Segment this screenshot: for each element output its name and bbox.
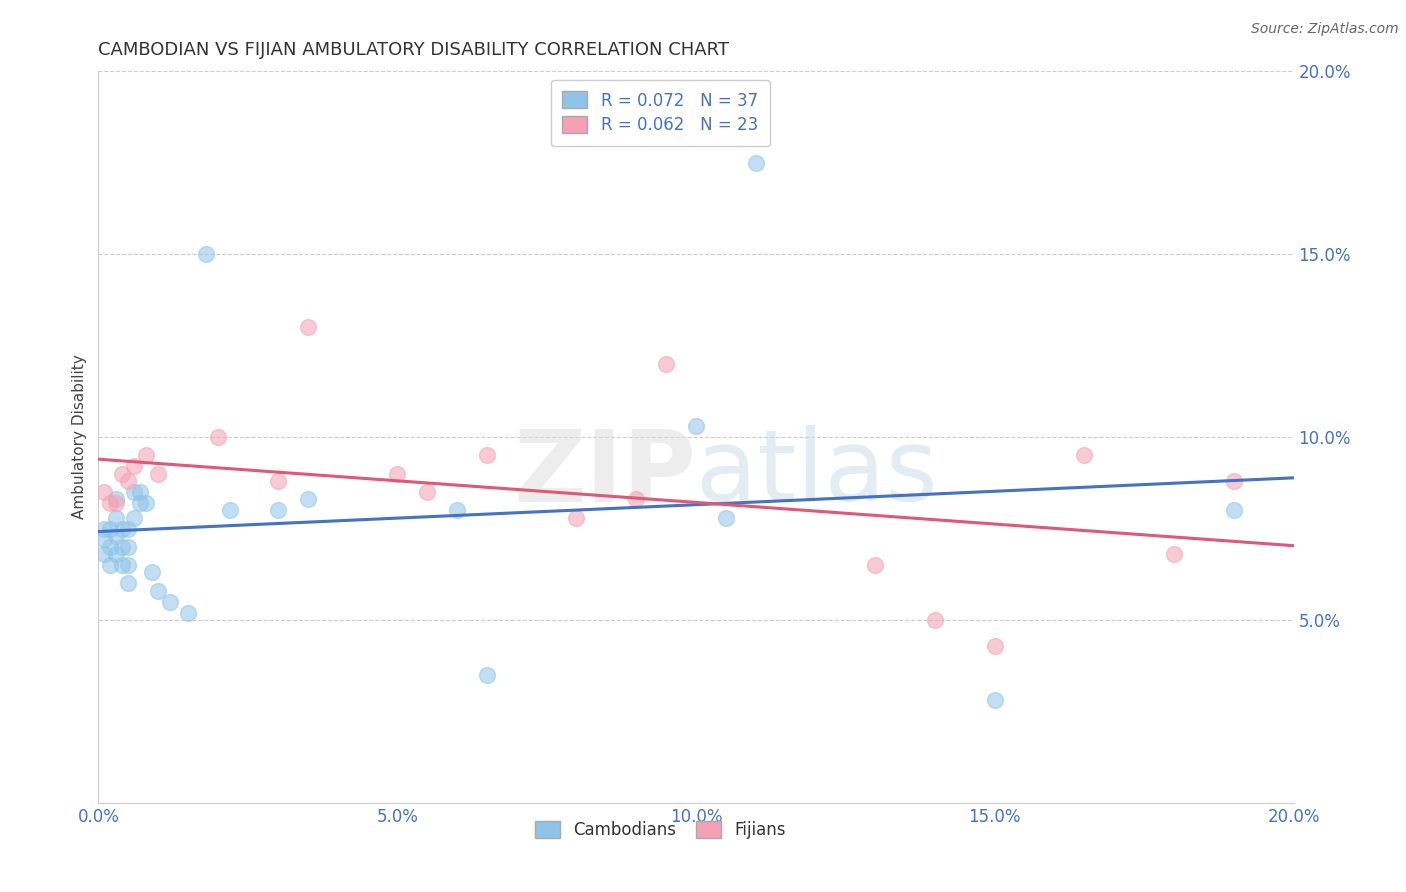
Point: [98, 496, 122, 510]
Point: [565, 510, 588, 524]
Point: [111, 558, 134, 573]
Text: ZIP: ZIP: [513, 425, 696, 522]
Point: [135, 448, 157, 462]
Point: [98, 521, 122, 535]
Point: [416, 485, 439, 500]
Point: [98, 558, 122, 573]
Point: [1223, 503, 1246, 517]
Point: [93, 485, 115, 500]
Point: [111, 521, 134, 535]
Point: [117, 558, 139, 573]
Point: [924, 613, 946, 627]
Point: [297, 492, 319, 507]
Text: CAMBODIAN VS FIJIAN AMBULATORY DISABILITY CORRELATION CHART: CAMBODIAN VS FIJIAN AMBULATORY DISABILIT…: [98, 41, 730, 59]
Point: [1223, 474, 1246, 488]
Point: [745, 156, 768, 170]
Point: [111, 540, 134, 554]
Point: [148, 467, 170, 481]
Point: [117, 576, 139, 591]
Point: [124, 510, 146, 524]
Point: [129, 496, 152, 510]
Point: [297, 320, 319, 334]
Point: [475, 448, 498, 462]
Point: [135, 496, 157, 510]
Point: [1163, 547, 1185, 561]
Point: [626, 492, 648, 507]
Point: [93, 533, 115, 547]
Point: [98, 540, 122, 554]
Point: [93, 547, 115, 561]
Point: [195, 247, 218, 261]
Point: [93, 521, 115, 535]
Y-axis label: Ambulatory Disability: Ambulatory Disability: [72, 355, 87, 519]
Point: [219, 503, 242, 517]
Point: [111, 467, 134, 481]
Point: [129, 485, 152, 500]
Point: [148, 583, 170, 598]
Point: [267, 503, 290, 517]
Point: [105, 547, 128, 561]
Point: [865, 558, 887, 573]
Point: [105, 496, 128, 510]
Point: [141, 566, 163, 580]
Point: [105, 510, 128, 524]
Point: [105, 529, 128, 543]
Point: [117, 521, 139, 535]
Legend: Cambodians, Fijians: Cambodians, Fijians: [527, 814, 793, 846]
Point: [984, 693, 1007, 707]
Point: [124, 459, 146, 474]
Point: [655, 357, 678, 371]
Point: [159, 594, 181, 608]
Point: [177, 606, 200, 620]
Text: Source: ZipAtlas.com: Source: ZipAtlas.com: [1251, 22, 1399, 37]
Point: [117, 540, 139, 554]
Point: [984, 639, 1007, 653]
Point: [117, 474, 139, 488]
Point: [475, 667, 498, 681]
Point: [105, 492, 128, 507]
Point: [124, 485, 146, 500]
Point: [1073, 448, 1095, 462]
Text: atlas: atlas: [696, 425, 938, 522]
Point: [685, 419, 707, 434]
Point: [385, 467, 409, 481]
Point: [267, 474, 290, 488]
Point: [207, 430, 229, 444]
Point: [446, 503, 468, 517]
Point: [714, 510, 737, 524]
